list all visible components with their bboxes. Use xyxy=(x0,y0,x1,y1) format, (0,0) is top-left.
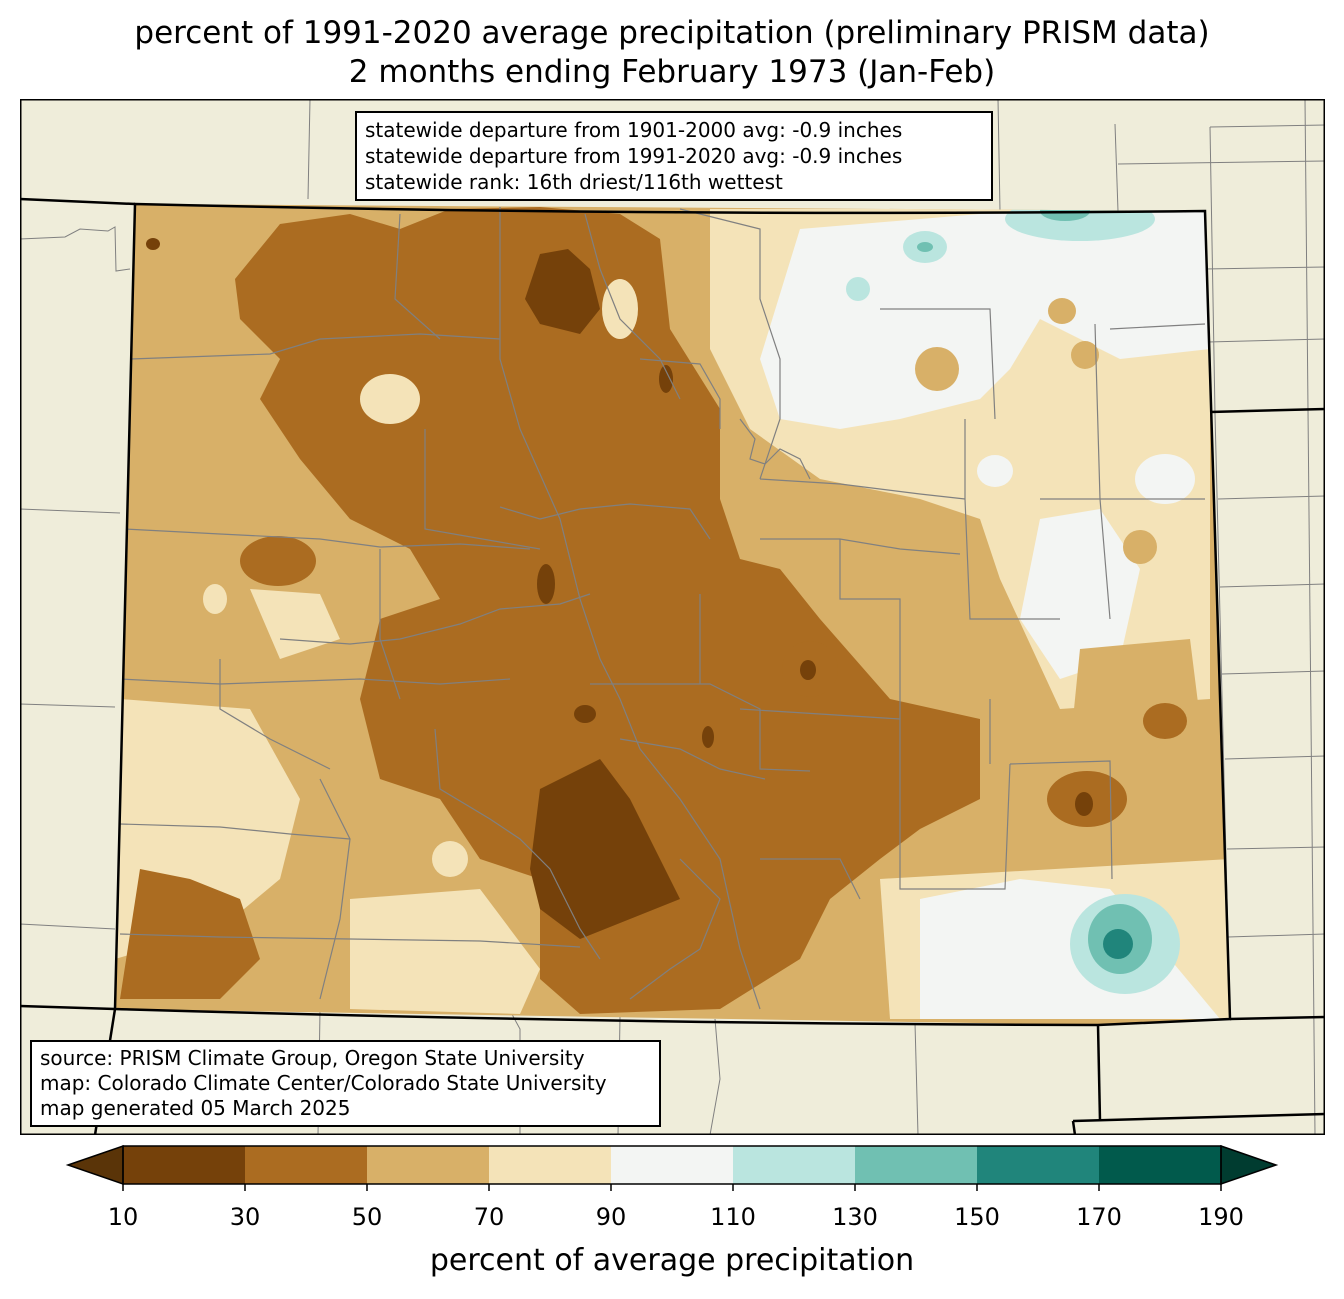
colorbar-tick-label: 10 xyxy=(107,1203,139,1231)
stats-rank: statewide rank: 16th driest/116th wettes… xyxy=(365,170,783,194)
colorbar-tick-label: 70 xyxy=(473,1203,505,1231)
credits-box: source: PRISM Climate Group, Oregon Stat… xyxy=(30,1040,661,1127)
colorbar-over-arrow xyxy=(1220,1144,1279,1186)
colorbar-tick-label: 50 xyxy=(351,1203,383,1231)
colorbar-bin-10-30 xyxy=(123,1146,246,1184)
credit-source: source: PRISM Climate Group, Oregon Stat… xyxy=(40,1046,585,1070)
colorbar-tick-label: 170 xyxy=(1076,1203,1122,1231)
colorbar-tick-label: 90 xyxy=(595,1203,627,1231)
colorbar-tick-label: 190 xyxy=(1198,1203,1244,1231)
colorbar-tick-label: 150 xyxy=(954,1203,1000,1231)
colorbar-tick-label: 30 xyxy=(229,1203,261,1231)
colorbar-bin-110-130 xyxy=(733,1146,856,1184)
stats-departure-1901: statewide departure from 1901-2000 avg: … xyxy=(365,118,903,142)
colorbar-under-arrow xyxy=(65,1144,124,1186)
map-subtitle: 2 months ending February 1973 (Jan-Feb) xyxy=(348,54,996,90)
precipitation-map xyxy=(20,99,1325,1135)
colorbar-bin-150-170 xyxy=(977,1146,1100,1184)
colorbar xyxy=(65,1144,1279,1191)
colorbar-tick-label: 110 xyxy=(710,1203,756,1231)
credit-generated: map generated 05 March 2025 xyxy=(40,1096,351,1120)
colorbar-label: percent of average precipitation xyxy=(429,1243,915,1278)
credit-map: map: Colorado Climate Center/Colorado St… xyxy=(40,1071,607,1095)
map-title: percent of 1991-2020 average precipitati… xyxy=(134,15,1210,51)
colorbar-bin-90-110 xyxy=(611,1146,734,1184)
colorbar-bin-50-70 xyxy=(367,1146,490,1184)
colorbar-bin-30-50 xyxy=(245,1146,368,1184)
county-boundaries xyxy=(119,207,1206,1010)
colorbar-bin-130-150 xyxy=(855,1146,978,1184)
colorbar-tick-label: 130 xyxy=(832,1203,878,1231)
stats-departure-1991: statewide departure from 1991-2020 avg: … xyxy=(365,144,903,168)
statewide-stats-box: statewide departure from 1901-2000 avg: … xyxy=(355,111,993,201)
colorbar-bin-70-90 xyxy=(489,1146,612,1184)
colorbar-bin-170-190 xyxy=(1099,1146,1222,1184)
